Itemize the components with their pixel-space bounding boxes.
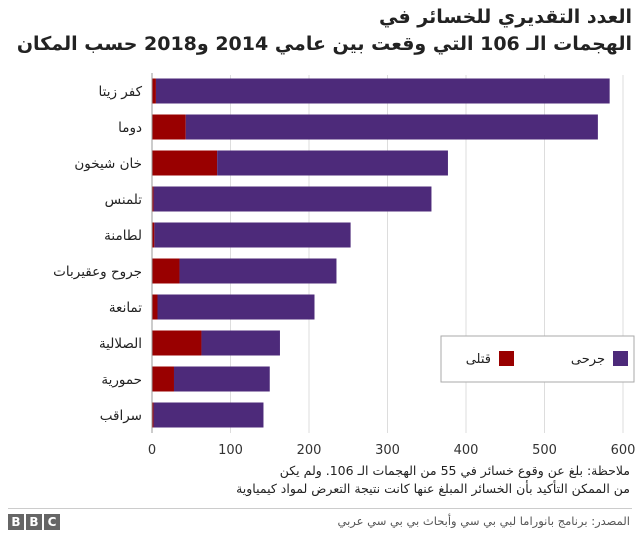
x-tick-label: 400 (454, 443, 479, 458)
bar-segment-killed (152, 150, 218, 176)
note-line-2: من الممكن التأكيد بأن الخسائر المبلغ عنه… (236, 481, 630, 496)
category-label: خان شيخون (74, 156, 142, 172)
bar-segment-injured (154, 222, 351, 248)
category-label: جروح وعقيربات (53, 264, 142, 280)
chart-note: ملاحظة: بلغ عن وقوع خسائر في 55 من الهجم… (110, 462, 630, 498)
title-line-1: العدد التقديري للخسائر في (378, 6, 632, 28)
legend-swatch-killed (499, 351, 514, 366)
x-tick-label: 0 (148, 443, 156, 458)
bar-segment-killed (152, 294, 158, 320)
bar-segment-injured (217, 150, 448, 176)
bbc-logo: B B C (8, 514, 60, 530)
bar-segment-injured (153, 402, 264, 428)
category-label: كفر زيتا (99, 84, 143, 100)
bbc-logo-letter: C (44, 514, 60, 530)
bar-segment-killed (152, 402, 154, 428)
x-tick-label: 300 (375, 443, 400, 458)
bar-segment-injured (201, 330, 280, 356)
bar-segment-killed (152, 114, 186, 140)
bar-segment-injured (157, 294, 315, 320)
bar-segment-killed (152, 186, 154, 212)
bar-segment-injured (185, 114, 598, 140)
legend-box (440, 335, 635, 383)
bar-segment-killed (152, 330, 202, 356)
bar-segment-killed (152, 258, 180, 284)
category-label: سراقب (100, 408, 142, 424)
category-label: لطامنة (104, 228, 142, 244)
category-label: دوما (118, 120, 142, 136)
bar-segment-injured (155, 78, 610, 104)
bar-segment-injured (173, 366, 270, 392)
category-label: تمانعة (109, 300, 142, 316)
bar-segment-injured (153, 186, 432, 212)
legend-swatch-injured (613, 351, 628, 366)
x-tick-label: 100 (218, 443, 243, 458)
legend-label-killed: قتلى (466, 352, 491, 367)
bar-segment-killed (152, 366, 174, 392)
legend-label-injured: جرحى (571, 352, 605, 367)
bar-segment-injured (179, 258, 337, 284)
footer-divider (8, 508, 632, 509)
bbc-logo-letter: B (26, 514, 42, 530)
x-tick-label: 200 (297, 443, 322, 458)
x-tick-label: 500 (532, 443, 557, 458)
category-label: تلمنس (105, 192, 143, 208)
note-line-1: ملاحظة: بلغ عن وقوع خسائر في 55 من الهجم… (279, 463, 630, 478)
category-label: الصلالية (99, 336, 142, 352)
bar-segment-killed (152, 78, 156, 104)
chart-title: العدد التقديري للخسائر في الهجمات الـ 10… (17, 4, 632, 58)
source-text: المصدر: برنامج بانوراما لبي بي سي وأبحاث… (337, 514, 631, 528)
x-tick-label: 600 (611, 443, 636, 458)
bar-segment-killed (152, 222, 155, 248)
title-line-2: الهجمات الـ 106 التي وقعت بين عامي 2014 … (16, 33, 632, 55)
category-label: حمورية (101, 372, 142, 388)
bbc-logo-letter: B (8, 514, 24, 530)
